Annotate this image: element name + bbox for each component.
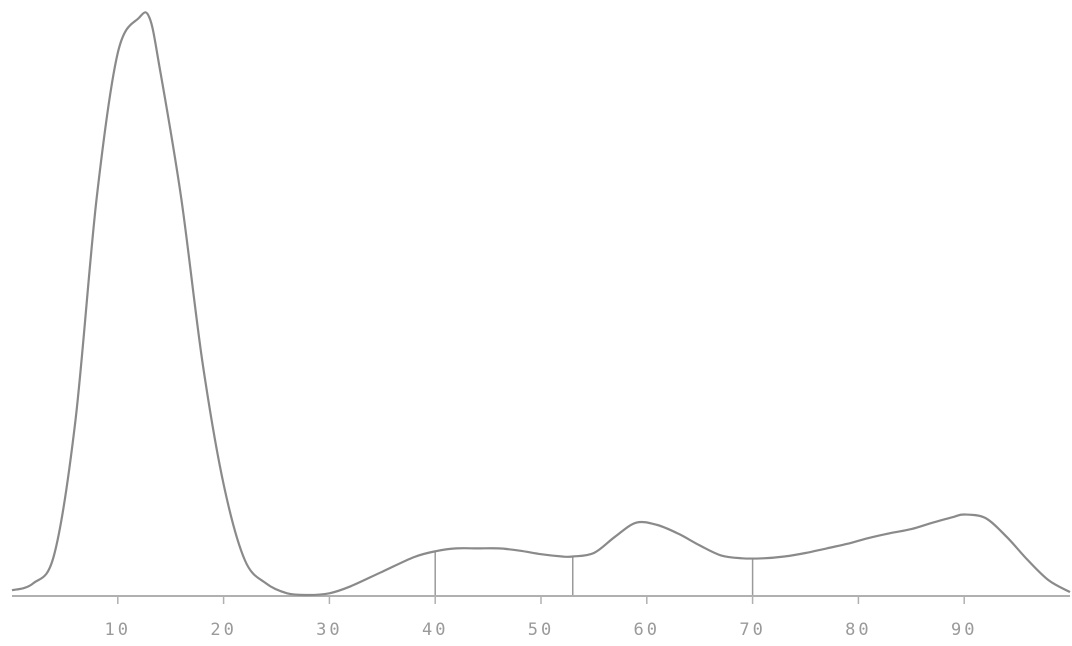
vertical-markers xyxy=(434,551,754,595)
x-tick-label: 80 xyxy=(845,620,871,640)
series-line xyxy=(11,11,1071,597)
x-tick-label: 50 xyxy=(528,620,554,640)
x-tick-label: 30 xyxy=(316,620,342,640)
x-tick-label: 20 xyxy=(210,620,236,640)
x-tick-label: 60 xyxy=(634,620,660,640)
x-tick-labels: 10 20 30 40 50 60 70 80 90 xyxy=(105,620,977,640)
x-tick-label: 90 xyxy=(951,620,977,640)
x-tick-label: 40 xyxy=(422,620,448,640)
x-tick-label: 70 xyxy=(739,620,765,640)
x-tick-label: 10 xyxy=(105,620,131,640)
x-tick-marks xyxy=(117,596,965,604)
